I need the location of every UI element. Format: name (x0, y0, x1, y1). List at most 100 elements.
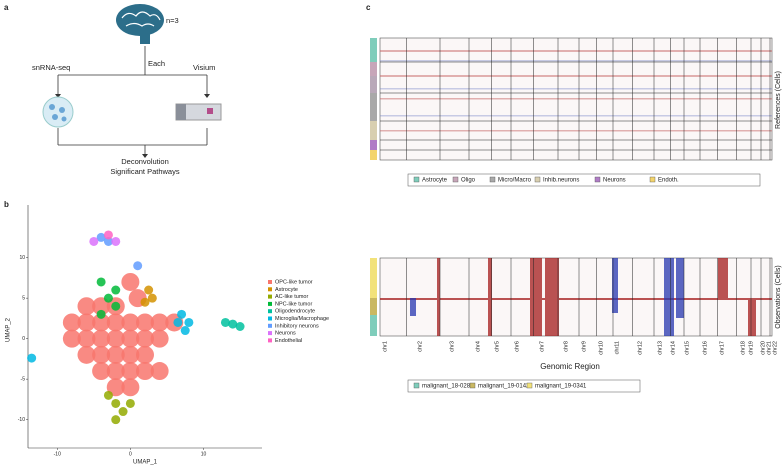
legend-label: Microglia/Macrophage (275, 316, 329, 322)
chromosome-label: chr2 (417, 341, 423, 352)
panel-letter: c (366, 3, 371, 12)
point (77, 313, 96, 332)
reference-heatmap (370, 37, 773, 161)
point (136, 329, 154, 348)
point (235, 322, 245, 331)
legend-swatch (452, 176, 459, 183)
legend-swatch (268, 301, 272, 306)
point (121, 272, 140, 291)
point (27, 353, 37, 363)
point (147, 293, 157, 303)
point (92, 297, 111, 316)
legend-label: Neurons (603, 178, 626, 184)
chromosome-boundaries (406, 38, 771, 336)
point (103, 230, 113, 240)
legend-label: Inhibitory neurons (275, 323, 319, 329)
legend-box (407, 379, 641, 393)
chromosome-label: chr21 (766, 341, 772, 355)
sample-count: n=3 (166, 16, 179, 25)
point (140, 297, 150, 307)
legend-swatch (594, 176, 601, 183)
flow-arrows (57, 46, 208, 155)
point (106, 362, 125, 381)
chromosome-label: chr18 (740, 341, 746, 355)
x-axis-label: Genomic Region (540, 362, 600, 371)
legend-label: Endoth. (658, 178, 679, 184)
legend-label: Micro/Macro (498, 178, 532, 184)
point (89, 236, 99, 246)
legend-swatch (526, 382, 533, 389)
point (150, 313, 169, 332)
chromosome-label: chr10 (598, 341, 604, 355)
point (228, 319, 238, 329)
legend-label: NPC-like tumor (275, 301, 312, 307)
chromosome-label: chr8 (563, 341, 569, 352)
point (111, 415, 121, 425)
point (96, 309, 106, 319)
point (220, 317, 230, 327)
legend-box (407, 173, 761, 187)
point (106, 378, 125, 397)
panel-letter: b (4, 200, 9, 209)
axis-label: References (Cells) (775, 71, 782, 129)
point (173, 317, 183, 327)
legend-swatch (268, 331, 272, 336)
chromosome-label: chr15 (684, 341, 690, 355)
chromosome-label: chr17 (719, 341, 725, 355)
point (133, 261, 143, 271)
dish-icon (42, 96, 74, 128)
chromosome-label: chr6 (514, 341, 520, 352)
result-label: Significant Pathways (110, 167, 179, 176)
slide-icon (175, 103, 222, 121)
point (111, 285, 121, 295)
point (150, 329, 169, 348)
legend-swatch (268, 280, 272, 284)
legend-label: Astrocyte (275, 287, 298, 293)
point (121, 362, 140, 381)
legend-label: OPC-like tumor (275, 279, 313, 285)
point (125, 398, 135, 408)
legend-swatch (489, 176, 496, 183)
method-label: Visium (193, 63, 215, 72)
legend-label: Endothelial (275, 338, 302, 344)
point (77, 329, 96, 348)
y-axis-label: UMAP_2 (6, 317, 12, 342)
point (62, 329, 81, 348)
legend-label: AC-like tumor (275, 294, 308, 300)
chromosome-label: chr7 (539, 341, 545, 352)
legend-swatch (268, 294, 272, 299)
each-label: Each (148, 59, 165, 68)
point (92, 329, 111, 348)
chromosome-label: chr22 (772, 341, 778, 355)
legend-label: Inhib.neurons (543, 178, 579, 184)
point (111, 398, 121, 408)
point (92, 313, 111, 332)
point (118, 407, 128, 417)
observation-heatmap (370, 257, 773, 337)
chromosome-label: chr13 (657, 341, 663, 355)
point (103, 293, 113, 303)
point (136, 345, 154, 364)
point (103, 236, 113, 246)
chromosome-label: chr19 (748, 341, 754, 355)
point (150, 362, 169, 381)
point (136, 362, 154, 381)
y-tick-label: -10 (18, 417, 25, 423)
chromosome-label: chr11 (614, 341, 620, 354)
y-tick-label: 0 (22, 336, 25, 342)
x-tick-label: 10 (201, 451, 207, 457)
method-label: snRNA-seq (32, 63, 70, 72)
point (111, 301, 121, 311)
point (180, 326, 190, 336)
y-tick-label: -5 (21, 376, 26, 382)
legend-label: malignant_18-0282 (422, 384, 474, 390)
legend-label: malignant_19-0142 (478, 384, 530, 390)
x-axis-label: UMAP_1 (133, 460, 158, 466)
point (92, 345, 111, 364)
legend-swatch (268, 287, 272, 292)
chromosome-label: chr5 (494, 341, 500, 352)
point (121, 345, 140, 364)
legend-swatch (268, 338, 272, 343)
point (111, 236, 121, 246)
